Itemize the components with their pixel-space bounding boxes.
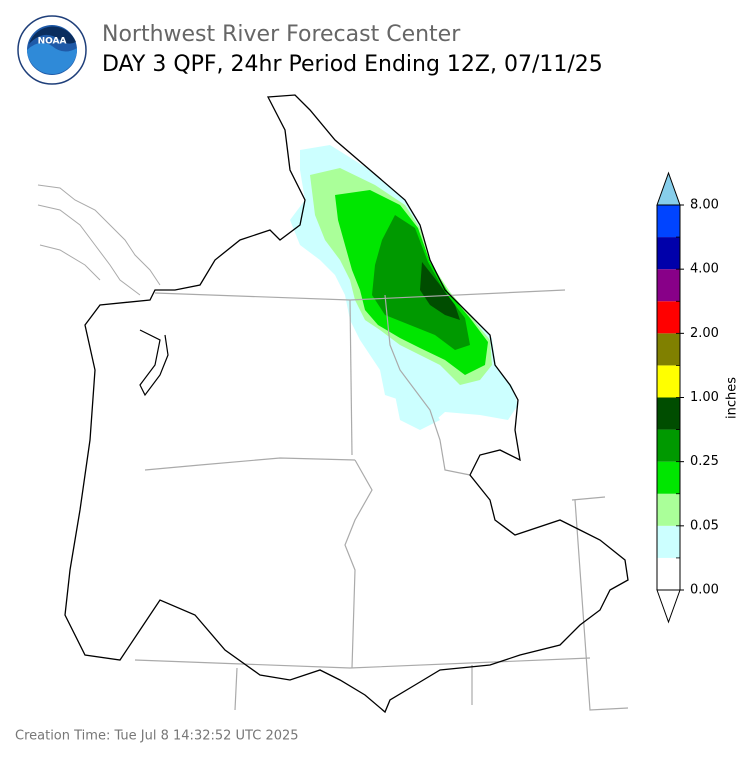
product-title: DAY 3 QPF, 24hr Period Ending 12Z, 07/11… [102,52,603,77]
organization-title: Northwest River Forecast Center [102,22,461,47]
colorbar-segment [657,333,680,366]
colorbar-segment [657,205,680,238]
puget-sound [139,329,169,397]
borders [134,289,629,711]
colorbar-segment [657,493,680,526]
colorbar-over [656,171,681,206]
map [37,94,629,714]
colorbar-tick-label: 8.00 [690,198,719,213]
precip-dark [420,262,460,320]
noaa-logo: NOAA [17,15,87,85]
colorbar-tick-label: 0.00 [690,583,719,598]
colorbar-under [656,589,681,624]
colorbar-segment [657,301,680,334]
colorbar-segment [657,397,680,430]
colorbar-segment [657,429,680,462]
colorbar-segment [657,461,680,494]
colorbar-tick-label: 1.00 [690,390,719,405]
colorbar: 0.00 0.05 0.25 1.00 2.00 4.00 8.00 [656,171,719,624]
coastline [37,184,161,296]
colorbar-segment [657,365,680,398]
colorbar-segment [657,525,680,558]
colorbar-segment [657,237,680,270]
colorbar-segment [657,269,680,302]
basin-outline [64,94,629,714]
creation-time: Creation Time: Tue Jul 8 14:32:52 UTC 20… [15,729,299,744]
logo-text: NOAA [38,37,67,47]
precip-005b [395,395,440,430]
colorbar-tick-label: 0.05 [690,518,719,533]
colorbar-label: inches [725,377,740,419]
colorbar-segment [657,557,680,590]
colorbar-tick-label: 4.00 [690,262,719,277]
colorbar-tick-label: 0.25 [690,454,719,469]
colorbar-tick-label: 2.00 [690,326,719,341]
